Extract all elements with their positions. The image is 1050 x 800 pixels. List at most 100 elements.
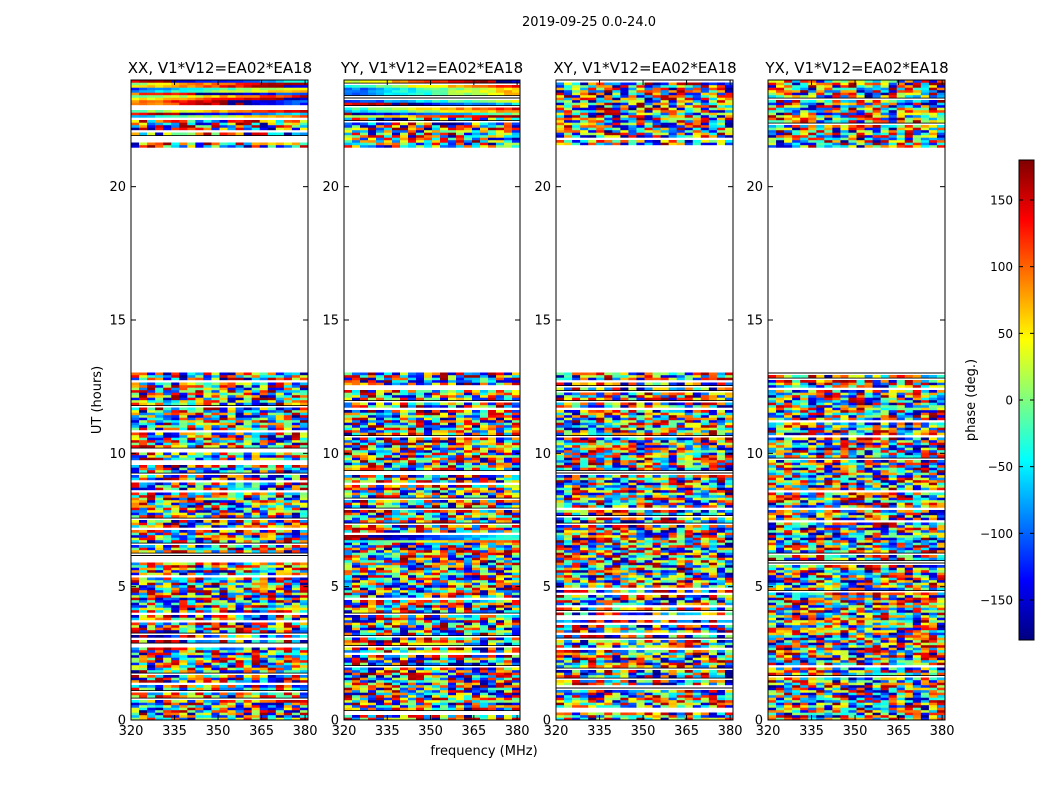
heatmap-cell <box>219 132 228 136</box>
heatmap-cell <box>488 655 497 658</box>
heatmap-cell <box>187 470 196 473</box>
heatmap-cell <box>504 715 513 718</box>
heatmap-cell <box>275 92 285 96</box>
heatmap-cell <box>400 607 409 611</box>
heatmap-cell <box>504 487 513 491</box>
heatmap-cell <box>448 565 457 568</box>
heatmap-cell <box>243 120 252 123</box>
heatmap-cell <box>352 715 361 718</box>
heatmap-cell <box>139 457 148 461</box>
heatmap-cell <box>456 617 465 621</box>
heatmap-cell <box>139 507 148 511</box>
heatmap-cell <box>480 590 489 593</box>
heatmap-cell <box>384 702 393 706</box>
heatmap-cell <box>267 80 277 83</box>
heatmap-cell <box>195 100 204 103</box>
heatmap-cell <box>480 542 489 546</box>
heatmap-cell <box>512 527 521 531</box>
heatmap-cell <box>400 650 409 653</box>
heatmap-cell <box>480 707 489 711</box>
heatmap-cell <box>299 85 309 88</box>
heatmap-cell <box>424 505 433 508</box>
heatmap-cell <box>163 565 172 568</box>
heatmap-cell <box>187 717 196 721</box>
heatmap-cell <box>464 660 473 663</box>
heatmap-cell <box>147 482 156 486</box>
heatmap-cell <box>448 547 457 551</box>
heatmap-cell <box>267 482 277 486</box>
heatmap-cell <box>448 465 457 468</box>
heatmap-cell <box>139 400 148 403</box>
heatmap-cell <box>432 460 441 463</box>
heatmap-cell <box>251 477 261 481</box>
heatmap-cell <box>163 477 172 481</box>
heatmap-cell <box>251 495 261 498</box>
heatmap-cell <box>227 505 236 508</box>
heatmap-cell <box>480 630 489 633</box>
heatmap-cell <box>472 632 481 636</box>
heatmap-cell <box>352 495 361 498</box>
heatmap-cell <box>275 687 285 691</box>
heatmap-cell <box>392 600 401 603</box>
heatmap-cell <box>368 610 377 613</box>
heatmap-cell <box>251 497 261 501</box>
heatmap-cell <box>275 502 285 506</box>
heatmap-cell <box>243 635 252 638</box>
heatmap-cell <box>464 595 473 598</box>
heatmap-cell <box>456 565 465 568</box>
heatmap-cell <box>131 657 140 661</box>
heatmap-cell <box>139 395 148 398</box>
heatmap-cell <box>219 677 228 681</box>
heatmap-cell <box>211 425 220 428</box>
heatmap-cell <box>275 402 285 406</box>
heatmap-cell <box>344 565 353 568</box>
heatmap-cell <box>416 642 425 646</box>
heatmap-cell <box>243 417 252 421</box>
heatmap-cell <box>219 577 228 581</box>
heatmap-cell <box>219 625 228 628</box>
heatmap-cell <box>187 592 196 596</box>
heatmap-cell <box>416 567 425 571</box>
heatmap-cell <box>203 562 212 566</box>
heatmap-cell <box>179 587 188 591</box>
heatmap-cell <box>251 102 261 106</box>
heatmap-cell <box>448 562 457 566</box>
heatmap-cell <box>464 560 473 563</box>
heatmap-cell <box>368 492 377 496</box>
heatmap-cell <box>384 447 393 451</box>
heatmap-cell <box>291 455 301 458</box>
heatmap-cell <box>219 537 228 541</box>
heatmap-cell <box>243 610 252 613</box>
heatmap-cell <box>211 400 220 403</box>
heatmap-cell <box>384 552 393 556</box>
heatmap-cell <box>352 605 361 608</box>
heatmap-cell <box>171 587 180 591</box>
heatmap-cell <box>219 530 228 533</box>
heatmap-cell <box>392 542 401 546</box>
heatmap-cell <box>448 715 457 718</box>
heatmap-cell <box>376 462 385 466</box>
heatmap-cell <box>251 80 261 83</box>
heatmap-cell <box>360 632 369 636</box>
heatmap-cell <box>195 640 204 643</box>
heatmap-cell <box>360 660 369 663</box>
heatmap-cell <box>155 600 164 603</box>
heatmap-cell <box>139 705 148 708</box>
heatmap-cell <box>448 630 457 633</box>
heatmap-cell <box>352 452 361 456</box>
heatmap-cell <box>432 550 441 553</box>
heatmap-cell <box>211 85 220 88</box>
heatmap-cell <box>360 515 369 518</box>
heatmap-cell <box>155 572 164 576</box>
heatmap-cell <box>392 630 401 633</box>
heatmap-cell <box>432 450 441 453</box>
heatmap-cell <box>368 672 377 676</box>
heatmap-cell <box>448 605 457 608</box>
heatmap-cell <box>227 487 236 491</box>
heatmap-cell <box>512 455 521 458</box>
heatmap-cell <box>448 707 457 711</box>
heatmap-cell <box>512 465 521 468</box>
heatmap-cell <box>291 515 301 518</box>
heatmap-cell <box>211 717 220 721</box>
heatmap-cell <box>496 702 505 706</box>
